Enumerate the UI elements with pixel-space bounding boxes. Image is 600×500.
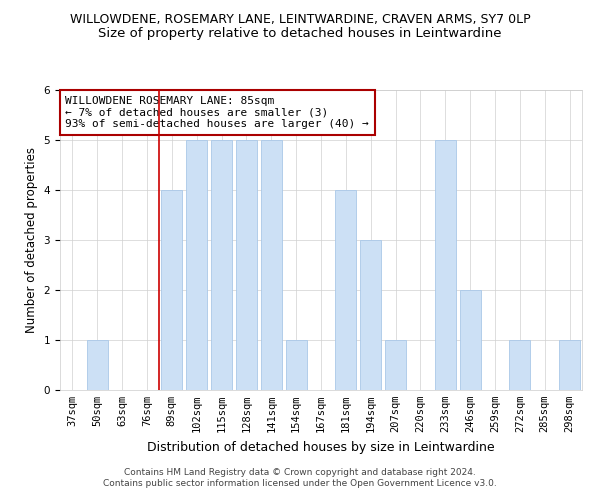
Bar [335,190,356,390]
Text: WILLOWDENE ROSEMARY LANE: 85sqm
← 7% of detached houses are smaller (3)
93% of s: WILLOWDENE ROSEMARY LANE: 85sqm ← 7% of … [65,96,369,129]
Bar [385,340,406,390]
Bar [261,140,282,390]
Bar [186,140,207,390]
Bar [161,190,182,390]
X-axis label: Distribution of detached houses by size in Leintwardine: Distribution of detached houses by size … [147,440,495,454]
Bar [211,140,232,390]
Bar [236,140,257,390]
Bar [509,340,530,390]
Bar [360,240,381,390]
Text: WILLOWDENE, ROSEMARY LANE, LEINTWARDINE, CRAVEN ARMS, SY7 0LP: WILLOWDENE, ROSEMARY LANE, LEINTWARDINE,… [70,12,530,26]
Bar [435,140,456,390]
Y-axis label: Number of detached properties: Number of detached properties [25,147,38,333]
Text: Size of property relative to detached houses in Leintwardine: Size of property relative to detached ho… [98,28,502,40]
Bar [286,340,307,390]
Bar [87,340,108,390]
Bar [460,290,481,390]
Bar [559,340,580,390]
Text: Contains HM Land Registry data © Crown copyright and database right 2024.
Contai: Contains HM Land Registry data © Crown c… [103,468,497,487]
